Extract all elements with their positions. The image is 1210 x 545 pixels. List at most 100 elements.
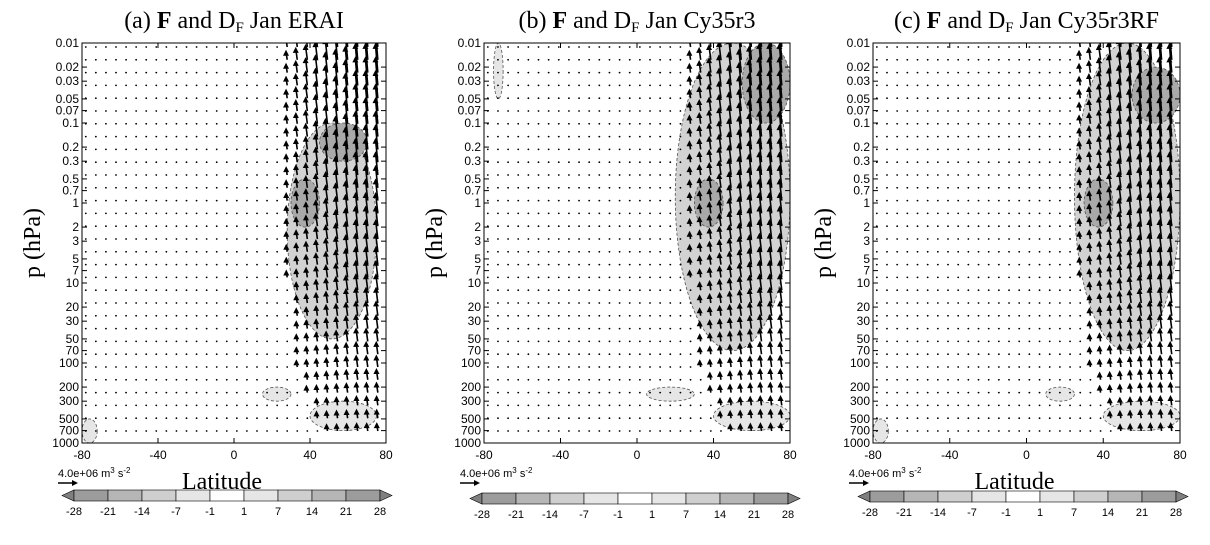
vector-dot: [266, 417, 268, 420]
vector-dot: [1008, 430, 1010, 432]
arrow-head: [1126, 209, 1133, 216]
y-tick-label: 50: [857, 332, 871, 346]
vector-dot: [557, 404, 560, 407]
arrow-head: [1096, 332, 1103, 339]
vector-dot: [906, 97, 909, 100]
vector-arrow: [778, 58, 783, 86]
arrow-head: [736, 115, 743, 122]
vector-arrow: [345, 43, 349, 60]
y-tick-label: 0.3: [464, 154, 481, 168]
vector-dot: [517, 186, 520, 189]
vector-dot: [135, 110, 138, 112]
vector-dot: [84, 289, 87, 292]
vector-dot: [598, 84, 601, 87]
vector-dot: [497, 430, 499, 432]
vector-dot: [155, 430, 158, 432]
vector-dot: [125, 289, 127, 292]
ref-value: 4.0e+06 m: [460, 468, 512, 480]
vector-dot: [568, 135, 570, 138]
vector-dot: [185, 404, 188, 407]
arrow-head: [776, 56, 783, 63]
colorbar-label: 7: [275, 506, 281, 518]
vector-dot: [1028, 250, 1031, 253]
vector-dot: [527, 404, 530, 407]
vector-dot: [598, 135, 601, 138]
vector-dot: [497, 302, 499, 304]
arrow-head: [1116, 409, 1123, 416]
vector-dot: [618, 391, 621, 394]
colorbar-segment: [141, 489, 177, 502]
vector-dot: [987, 225, 990, 228]
panel-title: (c) F and DF Jan Cy35r3RF: [894, 8, 1159, 36]
arrow-head: [736, 168, 743, 175]
y-tick-label: 1000: [843, 436, 870, 450]
title-prefix: (b): [519, 8, 547, 34]
vector-dot: [195, 314, 198, 317]
title-suffix: Jan Cy35r3RF: [1020, 8, 1159, 34]
vector-dot: [628, 58, 631, 61]
arrow-head: [373, 422, 380, 429]
vector-dot: [235, 430, 238, 432]
vector-dot: [557, 302, 560, 304]
vector-dot: [598, 289, 601, 292]
arrow-head: [736, 329, 743, 336]
arrow-head: [323, 303, 330, 310]
arrow-head: [736, 369, 743, 376]
vector-dot: [497, 161, 499, 164]
vector-dot: [1028, 225, 1031, 228]
vector-dot: [947, 97, 949, 100]
vector-dot: [997, 289, 1000, 292]
arrow-head: [352, 97, 359, 104]
vector-dot: [125, 238, 127, 240]
arrow-head: [1146, 327, 1153, 334]
x-tick-label: 80: [1173, 448, 1187, 462]
vector-dot: [195, 122, 198, 125]
vector-dot: [286, 353, 289, 356]
vector-dot: [125, 404, 127, 407]
vector-dot: [527, 302, 530, 304]
arrow-head: [373, 313, 380, 320]
vector-dot: [105, 391, 107, 394]
vector-dot: [1048, 276, 1051, 279]
vector-dot: [608, 212, 611, 215]
vector-dot: [276, 366, 279, 368]
vector-dot: [115, 161, 117, 164]
vector-dot: [967, 122, 970, 125]
arrow-head: [706, 175, 713, 182]
vector-dot: [225, 212, 228, 215]
vector-dot: [246, 314, 248, 317]
arrow-head: [726, 356, 733, 363]
vector-dot: [906, 417, 909, 420]
vector-dot: [1048, 250, 1051, 253]
vector-dot: [608, 97, 611, 100]
arrow-head: [1116, 330, 1123, 337]
vector-dot: [205, 135, 208, 138]
arrow-head: [293, 307, 300, 314]
vector-dot: [557, 199, 560, 202]
vector-dot: [896, 276, 899, 279]
arrow-head: [1096, 306, 1103, 313]
y-tick-label: 2: [72, 220, 79, 234]
vector-dot: [967, 97, 970, 100]
vector-dot: [195, 186, 198, 189]
vector-dot: [84, 161, 87, 164]
vector-dot: [1038, 327, 1041, 330]
vector-dot: [497, 417, 499, 420]
vector-dot: [1058, 58, 1061, 61]
vector-dot: [936, 391, 939, 394]
arrow-head: [747, 382, 754, 389]
vector-dot: [306, 417, 309, 420]
vector-dot: [669, 84, 672, 87]
vector-dot: [618, 212, 621, 215]
vector-dot: [936, 289, 939, 292]
vector-dot: [957, 289, 960, 292]
arrow-head: [323, 409, 330, 416]
y-tick-label: 10: [468, 276, 482, 290]
vector-dot: [84, 58, 87, 61]
vector-dot: [957, 84, 960, 87]
y-tick-label: 0.5: [62, 172, 79, 186]
vector-dot: [1069, 391, 1071, 394]
arrow-head: [373, 340, 380, 347]
arrow-head: [1136, 328, 1143, 335]
title-sub: F: [631, 20, 639, 36]
